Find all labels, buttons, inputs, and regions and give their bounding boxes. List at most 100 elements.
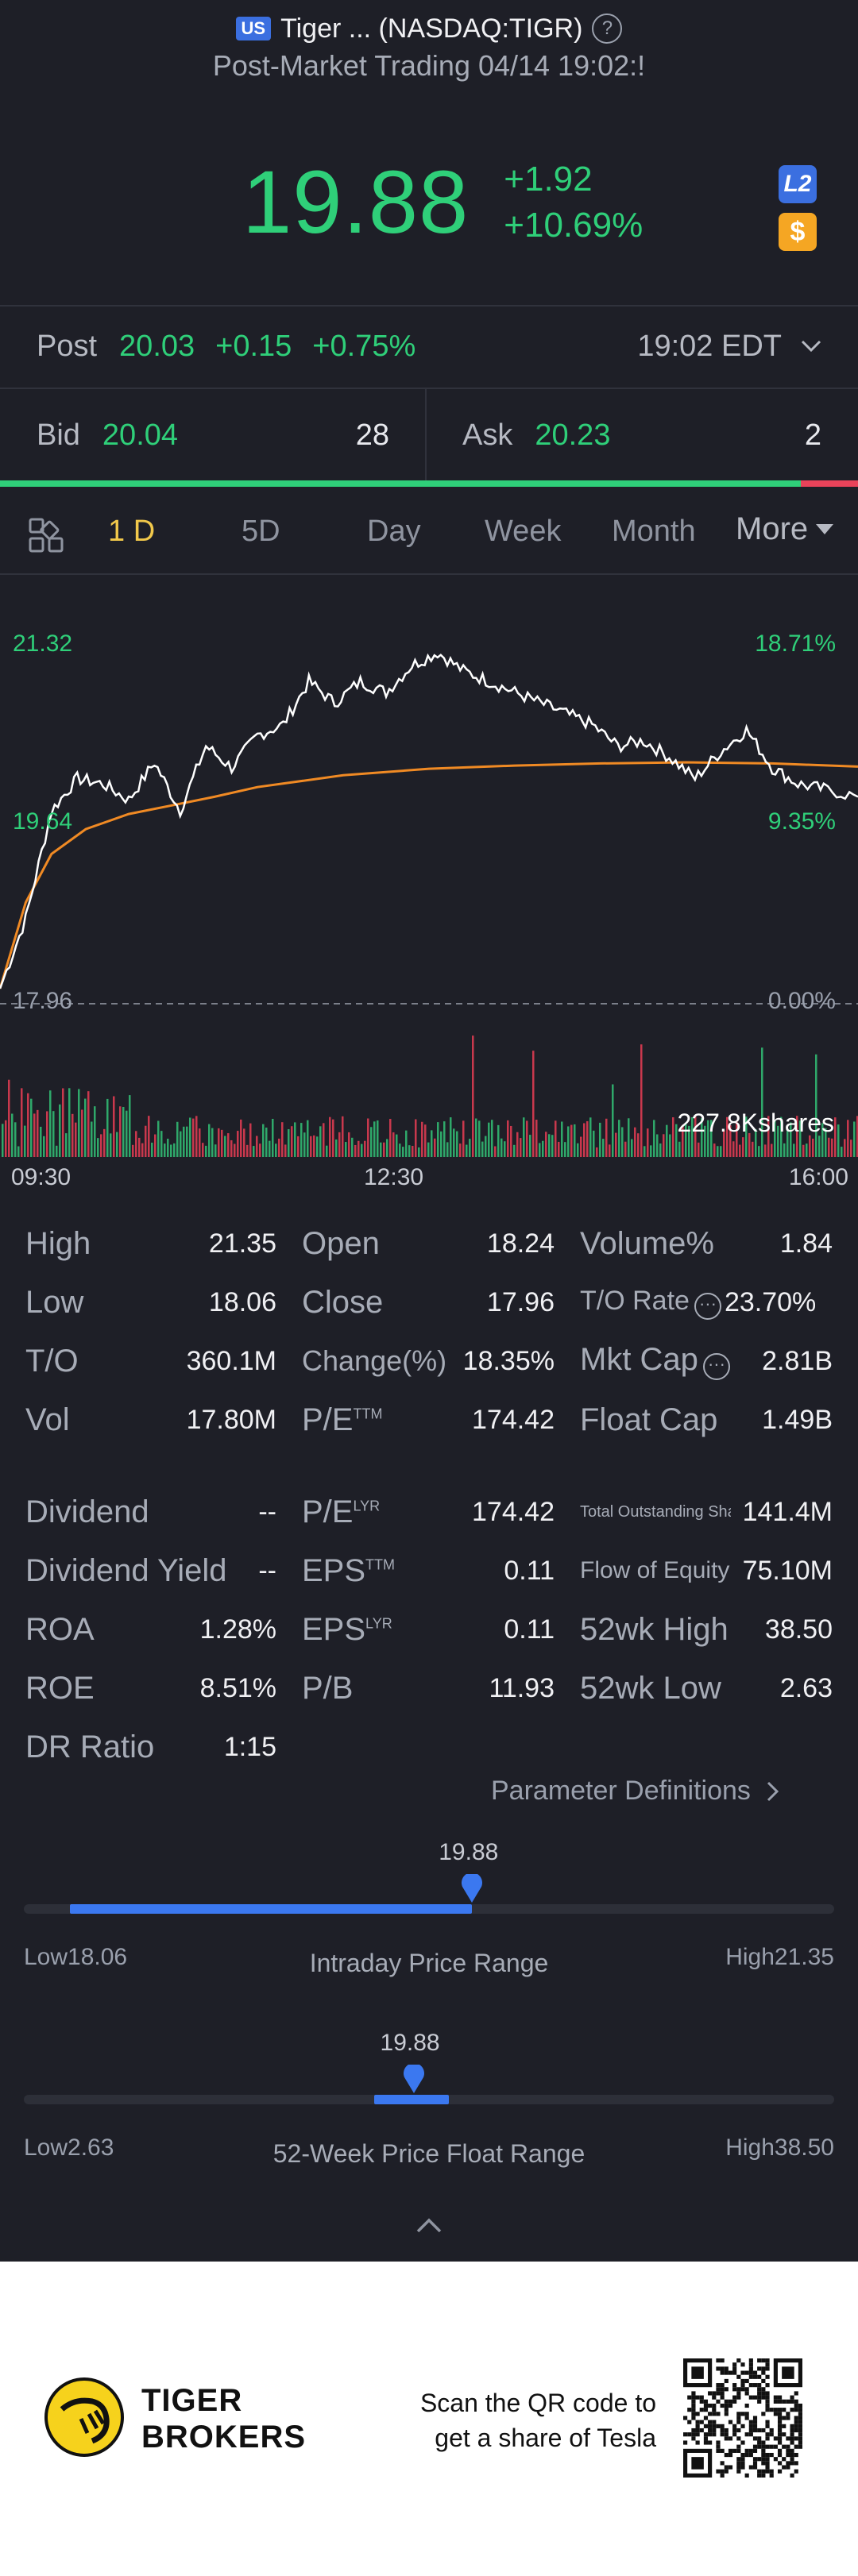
volume-bar — [348, 1132, 350, 1157]
volume-bar — [783, 1143, 786, 1157]
chevron-up-icon[interactable] — [413, 2209, 445, 2241]
currency-icon[interactable]: $ — [779, 213, 817, 251]
post-label: Post — [37, 329, 98, 363]
volume-bar — [342, 1116, 344, 1157]
volume-bar — [615, 1132, 617, 1157]
volume-bar — [481, 1141, 484, 1157]
tab-month[interactable]: Month — [612, 515, 696, 548]
volume-bar — [243, 1128, 245, 1157]
volume-bar — [599, 1122, 601, 1157]
stat-dr-ratio: DR Ratio 1:15 — [25, 1729, 276, 1764]
volume-bar — [459, 1143, 462, 1157]
volume-bar — [310, 1136, 312, 1157]
volume-bar — [580, 1136, 582, 1157]
week52-range-title: 52-Week Price Float Range — [272, 2139, 586, 2168]
bid-price: 20.04 — [102, 418, 179, 452]
intraday-chart[interactable]: 21.32 19.64 17.96 18.71% 9.35% 0.00% 227… — [0, 573, 858, 1161]
info-icon[interactable]: ··· — [702, 1353, 730, 1380]
volume-bar — [545, 1132, 547, 1157]
bid-label: Bid — [37, 418, 80, 452]
volume-bar — [790, 1122, 792, 1157]
volume-bar — [418, 1147, 420, 1157]
volume-bar — [303, 1132, 306, 1157]
volume-bar — [640, 1044, 643, 1157]
volume-bar — [249, 1123, 252, 1157]
volume-bar — [167, 1138, 169, 1157]
week52-low: Low2.63 — [24, 2134, 114, 2161]
level2-icon[interactable]: L2 — [779, 165, 817, 203]
post-market-row[interactable]: Post 20.03 +0.15 +0.75% 19:02 EDT — [37, 324, 821, 368]
divider — [0, 388, 858, 389]
volume-bar — [526, 1120, 528, 1157]
volume-bar — [462, 1120, 465, 1157]
volume-bar — [450, 1117, 452, 1157]
volume-bar — [758, 1146, 760, 1157]
bid-qty: 28 — [355, 418, 389, 452]
info-icon[interactable]: ··· — [694, 1292, 721, 1320]
stat-total-outstanding: Total Outstanding Sha 141.4M — [580, 1496, 833, 1527]
volume-bar — [180, 1131, 182, 1157]
volume-bar — [78, 1089, 80, 1157]
tiger-logo-icon — [44, 2377, 124, 2457]
volume-bar — [570, 1124, 573, 1157]
volume-bar — [21, 1088, 23, 1157]
volume-bar — [548, 1134, 551, 1157]
volume-bar — [796, 1116, 798, 1157]
stat-roa: ROA 1.28% — [25, 1611, 276, 1647]
intraday-current-value: 19.88 — [439, 1839, 499, 1865]
pct-axis-mid: 9.35% — [767, 808, 836, 835]
tab-day[interactable]: Day — [367, 515, 421, 548]
volume-bar — [234, 1143, 236, 1157]
parameter-definitions-link[interactable]: Parameter Definitions — [491, 1776, 779, 1807]
volume-bar — [605, 1118, 608, 1157]
volume-bar — [154, 1134, 157, 1157]
volume-bar — [732, 1141, 735, 1157]
volume-bar — [456, 1131, 458, 1157]
volume-bar — [126, 1110, 128, 1157]
volume-bar — [160, 1131, 163, 1157]
volume-bar — [755, 1129, 757, 1157]
volume-bar — [707, 1120, 709, 1157]
tab-1d[interactable]: 1 D — [108, 515, 156, 548]
tab-more-label: More — [736, 511, 809, 546]
volume-bar — [396, 1134, 398, 1157]
volume-bar — [208, 1124, 211, 1157]
divider — [425, 388, 427, 481]
volume-bar — [262, 1124, 265, 1157]
volume-bar — [736, 1120, 738, 1157]
help-icon[interactable]: ? — [592, 13, 623, 44]
tab-more[interactable]: More — [736, 511, 834, 547]
volume-bar — [631, 1139, 633, 1157]
volume-bar — [377, 1120, 379, 1157]
volume-bar — [116, 1132, 118, 1157]
volume-bar — [313, 1135, 315, 1157]
volume-bar — [259, 1143, 261, 1157]
volume-bar — [97, 1138, 99, 1157]
volume-bar — [742, 1137, 744, 1157]
volume-bar — [698, 1142, 700, 1157]
chevron-down-icon[interactable] — [801, 340, 821, 353]
price-change: +1.92 — [504, 159, 593, 199]
volume-bar — [103, 1128, 106, 1157]
volume-bar — [850, 1140, 852, 1157]
stat-52wk-high: 52wk High 38.50 — [580, 1611, 833, 1647]
market-session: Post-Market Trading 04/14 19:02:! — [212, 49, 646, 82]
volume-bar — [723, 1130, 725, 1157]
volume-bar — [291, 1126, 293, 1157]
stat-change-pct: Change(%) 18.35% — [302, 1344, 555, 1377]
volume-bar — [224, 1136, 226, 1157]
volume-bar — [440, 1131, 443, 1157]
grid-icon[interactable] — [29, 518, 64, 553]
ask-price: 20.23 — [535, 418, 611, 452]
qr-code[interactable] — [683, 2358, 802, 2478]
volume-bar — [666, 1124, 668, 1157]
post-price: 20.03 — [119, 329, 195, 363]
volume-bar — [75, 1122, 77, 1157]
volume-bar — [335, 1139, 338, 1157]
volume-bar — [500, 1138, 503, 1157]
tab-week[interactable]: Week — [485, 515, 562, 548]
volume-bar — [351, 1137, 354, 1157]
volume-bar — [786, 1128, 789, 1157]
tab-5d[interactable]: 5D — [242, 515, 280, 548]
stock-title[interactable]: Tiger ... (NASDAQ:TIGR) — [280, 13, 583, 44]
